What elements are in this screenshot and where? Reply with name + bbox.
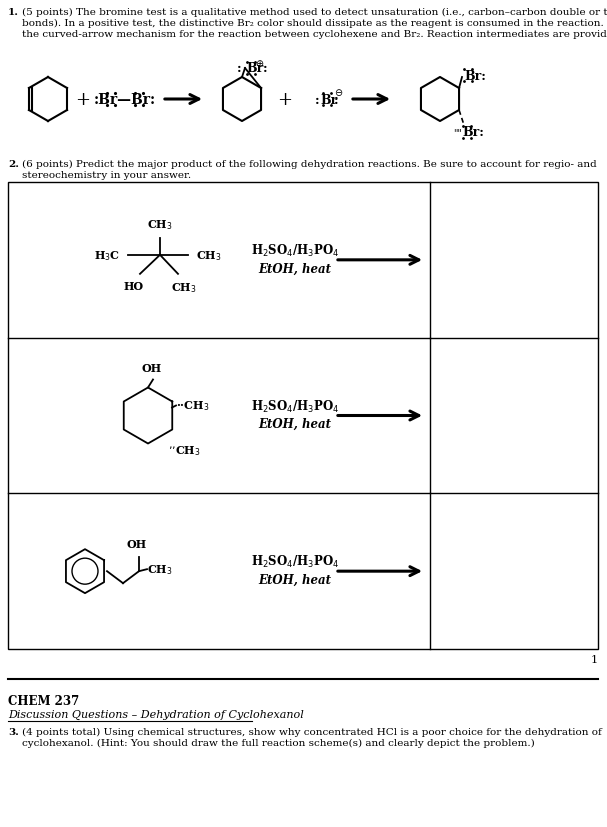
Text: ’’CH$_3$: ’’CH$_3$ [168,444,201,458]
Text: 1: 1 [591,654,598,664]
Text: +: + [277,91,293,109]
Text: Br:: Br: [464,69,486,83]
Text: Br: Br [320,93,337,107]
Text: :: : [263,62,268,75]
Text: (4 points total) Using chemical structures, show why concentrated HCl is a poor : (4 points total) Using chemical structur… [22,727,602,736]
Text: OH: OH [142,362,162,373]
Text: OH: OH [127,538,147,549]
Text: CH$_3$: CH$_3$ [147,218,173,232]
Text: Discussion Questions – Dehydration of Cyclohexanol: Discussion Questions – Dehydration of Cy… [8,709,304,719]
Text: EtOH, heat: EtOH, heat [259,418,331,431]
Text: Br:: Br: [462,127,484,139]
Text: CH$_3$: CH$_3$ [196,249,222,262]
Text: H$_2$SO$_4$/H$_3$PO$_4$: H$_2$SO$_4$/H$_3$PO$_4$ [251,242,339,259]
Text: ··CH$_3$: ··CH$_3$ [176,399,209,413]
Text: "": "" [453,128,463,138]
Text: H$_3$C: H$_3$C [94,249,120,262]
Text: bonds). In a positive test, the distinctive Br₂ color should dissipate as the re: bonds). In a positive test, the distinct… [22,19,607,28]
Bar [8,183,598,649]
Text: (5 points) The bromine test is a qualitative method used to detect unsaturation : (5 points) The bromine test is a qualita… [22,8,607,17]
Text: +: + [75,91,90,109]
Text: 2.: 2. [8,160,19,169]
Text: :: : [334,93,339,107]
Text: ⊖: ⊖ [334,88,342,98]
Text: CH$_3$: CH$_3$ [147,562,173,576]
Text: ⊕: ⊕ [255,59,263,69]
Text: H$_2$SO$_4$/H$_3$PO$_4$: H$_2$SO$_4$/H$_3$PO$_4$ [251,553,339,570]
Text: 1.: 1. [8,8,19,17]
Text: Br: Br [246,62,263,75]
Text: :Br—Br:: :Br—Br: [94,93,156,107]
Text: :: : [237,62,242,75]
Text: EtOH, heat: EtOH, heat [259,573,331,586]
Text: the curved-arrow mechanism for the reaction between cyclohexene and Br₂. Reactio: the curved-arrow mechanism for the react… [22,30,607,39]
Text: :: : [315,93,320,107]
Text: H$_2$SO$_4$/H$_3$PO$_4$: H$_2$SO$_4$/H$_3$PO$_4$ [251,398,339,414]
Text: stereochemistry in your answer.: stereochemistry in your answer. [22,171,191,179]
Text: cyclohexanol. (Hint: You should draw the full reaction scheme(s) and clearly dep: cyclohexanol. (Hint: You should draw the… [22,739,535,748]
Text: 3.: 3. [8,727,19,736]
Text: CHEM 237: CHEM 237 [8,694,80,707]
Text: CH$_3$: CH$_3$ [171,280,197,294]
Text: (6 points) Predict the major product of the following dehydration reactions. Be : (6 points) Predict the major product of … [22,160,597,169]
Text: EtOH, heat: EtOH, heat [259,262,331,275]
Text: HO: HO [124,280,144,291]
